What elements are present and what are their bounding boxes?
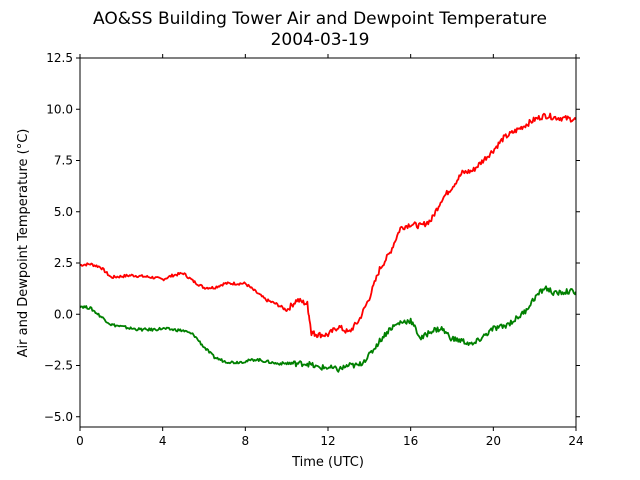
y-tick-label: −2.5 xyxy=(44,359,73,373)
plot-area: 0 4 8 12 16 20 24 12.5 10.0 7.5 5.0 2.5 0.0 −2.5 −5.0 xyxy=(44,51,584,448)
x-tick-label: 0 xyxy=(76,434,84,448)
y-tick-label: −5.0 xyxy=(44,410,73,424)
plot-frame xyxy=(79,57,577,428)
y-axis-label: Air and Dewpoint Temperature (°C) xyxy=(16,129,31,358)
ticks-layer: 0 4 8 12 16 20 24 12.5 10.0 7.5 5.0 2.5 0.0 −2.5 −5.0 xyxy=(44,51,584,448)
x-tick-label: 16 xyxy=(403,434,418,448)
x-tick-label: 12 xyxy=(320,434,335,448)
chart-subtitle: 2004-03-19 xyxy=(271,30,370,50)
y-tick-label: 5.0 xyxy=(54,205,73,219)
air-temperature-line xyxy=(80,112,576,339)
x-axis-label: Time (UTC) xyxy=(291,455,364,470)
series-layer xyxy=(80,112,576,373)
x-tick-label: 4 xyxy=(159,434,167,448)
y-tick-label: 7.5 xyxy=(54,154,73,168)
y-tick-label: 2.5 xyxy=(54,256,73,270)
chart-title: AO&SS Building Tower Air and Dewpoint Te… xyxy=(93,9,547,29)
y-tick-label: 0.0 xyxy=(54,307,73,321)
x-tick-label: 8 xyxy=(242,434,250,448)
y-tick-label: 10.0 xyxy=(46,102,73,116)
x-tick-label: 24 xyxy=(568,434,583,448)
y-tick-label: 12.5 xyxy=(46,51,73,65)
dewpoint-temperature-line xyxy=(80,285,576,373)
x-tick-label: 20 xyxy=(486,434,501,448)
